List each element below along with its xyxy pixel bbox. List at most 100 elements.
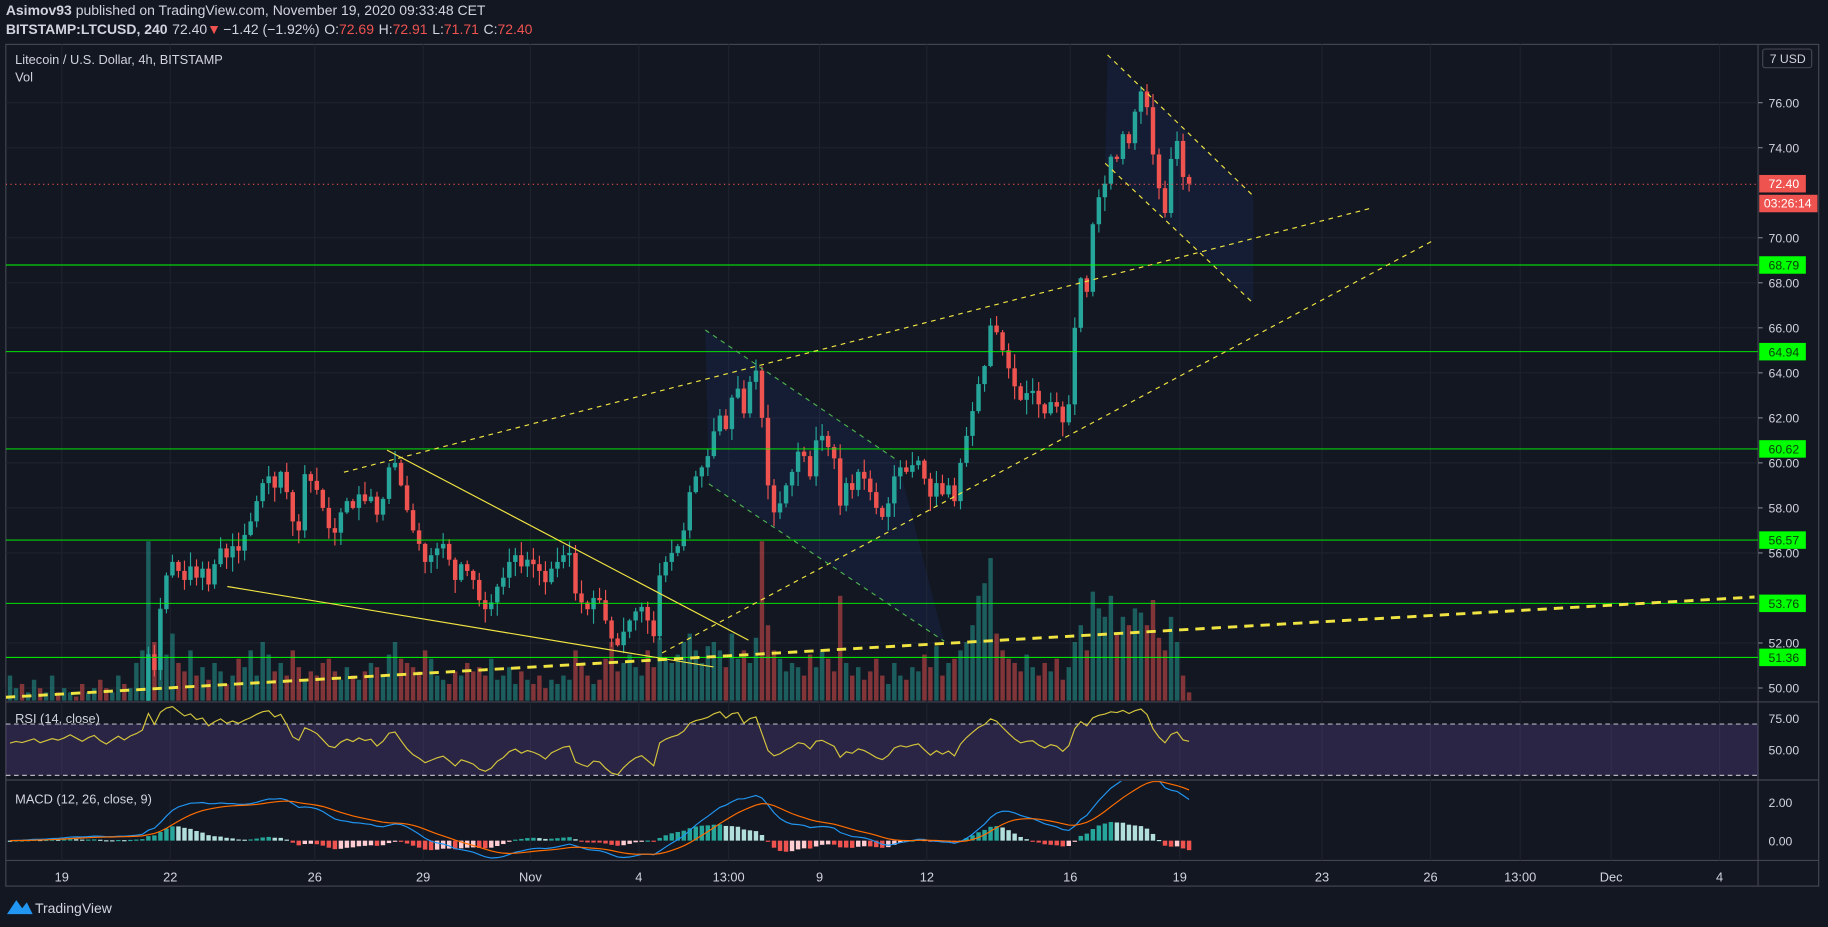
tradingview-logo[interactable]: TradingView <box>6 900 113 916</box>
candle-body <box>801 451 807 457</box>
currency-box[interactable] <box>1762 48 1813 69</box>
macd-histogram-bar <box>434 840 440 850</box>
trendline-support[interactable] <box>227 585 714 668</box>
macd-histogram-bar <box>1186 840 1192 851</box>
candle <box>350 498 356 510</box>
candle-body <box>525 559 530 567</box>
candle <box>152 644 157 677</box>
candle <box>621 617 626 654</box>
candle-body <box>1108 156 1114 184</box>
volume-bar <box>489 658 494 701</box>
candle-body <box>386 467 392 499</box>
macd-histogram-bar <box>1108 822 1114 841</box>
flag-upper-line[interactable] <box>1107 54 1254 197</box>
candle-body <box>1054 402 1059 407</box>
candle-body <box>837 458 843 506</box>
macd-histogram-bar <box>1138 826 1144 841</box>
price-axis-label: 52.00 <box>1769 637 1800 651</box>
candle <box>543 561 548 595</box>
close-label: C: <box>484 21 498 37</box>
candle <box>819 424 825 452</box>
candle <box>434 542 440 569</box>
flag-lower-line[interactable] <box>1104 162 1254 304</box>
macd-histogram-bar <box>182 827 187 841</box>
candle <box>1012 354 1017 400</box>
candle <box>831 444 837 470</box>
time-axis-label: 19 <box>1173 869 1187 884</box>
price-axis-label: 62.00 <box>1769 412 1800 426</box>
macd-histogram-bar <box>392 840 398 842</box>
volume-bar <box>110 692 115 701</box>
channel-upper-line[interactable] <box>704 329 899 462</box>
candle-body <box>1156 154 1162 189</box>
candle-body <box>446 543 452 560</box>
candle-body <box>735 388 741 398</box>
trendlines[interactable] <box>5 54 1759 699</box>
macd-histogram-bar <box>1096 825 1102 841</box>
candle <box>663 556 668 583</box>
macd-histogram-bar <box>224 837 229 841</box>
volume-bar <box>892 662 897 701</box>
candle-body <box>753 370 759 382</box>
macd-histogram-bar <box>98 839 103 841</box>
volume-bar <box>591 683 596 701</box>
macd-histogram-bar <box>615 840 620 846</box>
macd-histogram-bar <box>1156 839 1162 842</box>
volume-bar <box>525 679 530 701</box>
macd-histogram-bar <box>513 839 518 841</box>
candle-body <box>416 530 422 544</box>
candle <box>880 505 885 520</box>
macd-histogram-bar <box>338 840 344 849</box>
macd-histogram-bar <box>170 826 175 841</box>
macd-histogram-bar <box>597 840 602 843</box>
volume-bar <box>639 675 644 701</box>
volume-bar <box>86 692 91 701</box>
macd-histogram-bar <box>320 840 326 846</box>
candle <box>573 545 578 601</box>
volume-bar <box>356 679 362 701</box>
price-axis[interactable]: 7 USD 72.40 03:26:14 76.00 74.00 70.00 68.0… <box>1758 48 1818 696</box>
candle-body <box>898 467 903 477</box>
time-axis-label: 19 <box>55 869 69 884</box>
candle-body <box>615 638 620 646</box>
candle <box>795 442 801 487</box>
candle <box>1102 175 1108 212</box>
macd-histogram-bar <box>1126 824 1132 841</box>
support-resistance-levels <box>5 264 1759 658</box>
volume-bar <box>501 675 506 701</box>
volume-bar <box>206 679 211 701</box>
macd-histogram-bar <box>368 840 374 846</box>
candle-body <box>795 451 801 472</box>
candle-body <box>152 654 157 670</box>
currency-label[interactable]: 7 USD <box>1770 52 1806 66</box>
macd-histogram-bar <box>657 837 662 841</box>
candle-body <box>645 606 650 621</box>
channel-lower-line[interactable] <box>708 483 945 642</box>
tradingview-logo-icon <box>6 900 33 915</box>
time-axis[interactable]: 19 22 26 29 Nov 4 13:00 9 12 16 19 23 26 13:00 Dec 4 <box>55 869 1723 884</box>
volume-bar <box>1012 662 1017 701</box>
macd-histogram-bar <box>374 840 380 846</box>
trendline-descending[interactable] <box>386 449 749 641</box>
trendline-long-term[interactable] <box>5 595 1755 699</box>
candle <box>266 465 271 495</box>
candle-body <box>513 555 518 562</box>
time-axis-label: 13:00 <box>713 869 745 884</box>
candle-body <box>254 501 259 522</box>
macd-histogram-bar <box>158 831 163 841</box>
macd-histogram-bar <box>693 826 699 841</box>
candle <box>946 478 951 498</box>
time-axis-label: 13:00 <box>1504 869 1536 884</box>
candle-body <box>290 492 295 522</box>
macd-histogram-bar <box>783 840 789 852</box>
candle-body <box>771 485 777 513</box>
volume-bar <box>1054 658 1059 701</box>
candle <box>1054 392 1059 413</box>
volume-bar <box>13 688 19 701</box>
level-label: 56.57 <box>1769 534 1800 548</box>
macd-histogram-bar <box>1042 840 1047 845</box>
macd-histogram-bar <box>380 840 386 846</box>
volume-bar <box>675 654 680 701</box>
macd-histogram-bar <box>1078 835 1084 841</box>
